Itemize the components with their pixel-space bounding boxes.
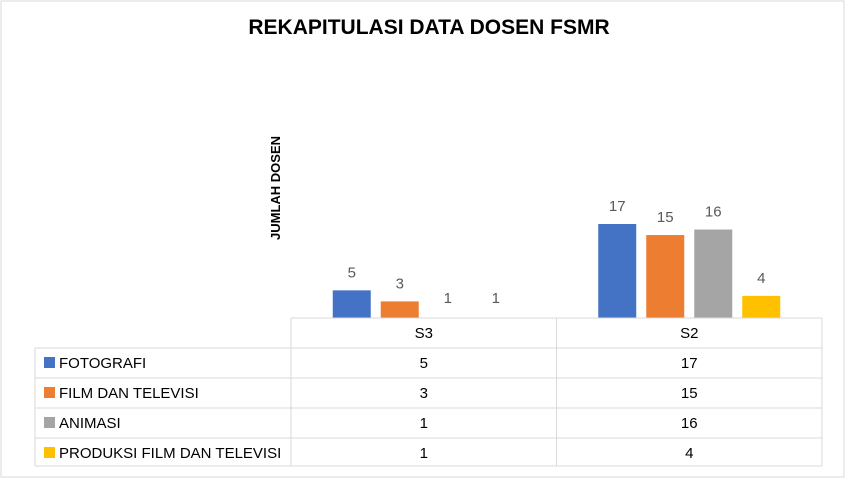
table-cell-produksi-film-dan-televisi-s2: 4 (685, 445, 693, 462)
table-cell-animasi-s2: 16 (681, 415, 698, 432)
bar-s2-animasi (694, 229, 733, 318)
bars-group: 5 3 1 1 17 15 16 4 (332, 198, 781, 318)
table-cell-animasi-s3: 1 (420, 415, 428, 432)
data-label-s2-animasi: 16 (705, 204, 722, 221)
data-label-s3-animasi: 1 (444, 290, 452, 307)
data-label-s3-film-dan-televisi: 3 (396, 275, 404, 292)
bar-s2-fotografi (598, 224, 637, 318)
bar-s2-produksi-film-dan-televisi (742, 295, 781, 318)
table-cell-produksi-film-dan-televisi-s3: 1 (420, 445, 428, 462)
data-label-s3-fotografi: 5 (348, 264, 356, 281)
legend-swatch-produksi-film-dan-televisi (44, 447, 55, 458)
bar-s2-film-dan-televisi (646, 235, 685, 318)
y-axis-label: JUMLAH DOSEN (268, 136, 283, 240)
data-label-s3-produksi-film-dan-televisi: 1 (492, 290, 500, 307)
legend-swatch-animasi (44, 417, 55, 428)
table-cell-fotografi-s2: 17 (681, 355, 698, 372)
data-label-s2-film-dan-televisi: 15 (657, 209, 674, 226)
data-table: S3 S2 FOTOGRAFI 5 17 FILM DAN TELEVISI 3 15 ANIM… (34, 317, 823, 467)
bar-s3-fotografi (332, 290, 371, 318)
legend-label-produksi-film-dan-televisi: PRODUKSI FILM DAN TELEVISI (59, 445, 281, 462)
legend-label-film-dan-televisi: FILM DAN TELEVISI (59, 385, 199, 402)
table-cell-fotografi-s3: 5 (420, 355, 428, 372)
legend-swatch-fotografi (44, 357, 55, 368)
legend-label-fotografi: FOTOGRAFI (59, 355, 146, 372)
legend-swatch-film-dan-televisi (44, 387, 55, 398)
data-label-s2-fotografi: 17 (609, 198, 626, 215)
chart-title: REKAPITULASI DATA DOSEN FSMR (248, 16, 609, 39)
category-label-s2: S2 (680, 325, 698, 342)
table-cell-film-dan-televisi-s3: 3 (420, 385, 428, 402)
legend-label-animasi: ANIMASI (59, 415, 121, 432)
data-label-s2-produksi-film-dan-televisi: 4 (757, 270, 765, 287)
category-label-s3: S3 (415, 325, 433, 342)
bar-s3-film-dan-televisi (380, 301, 419, 318)
table-cell-film-dan-televisi-s2: 15 (681, 385, 698, 402)
